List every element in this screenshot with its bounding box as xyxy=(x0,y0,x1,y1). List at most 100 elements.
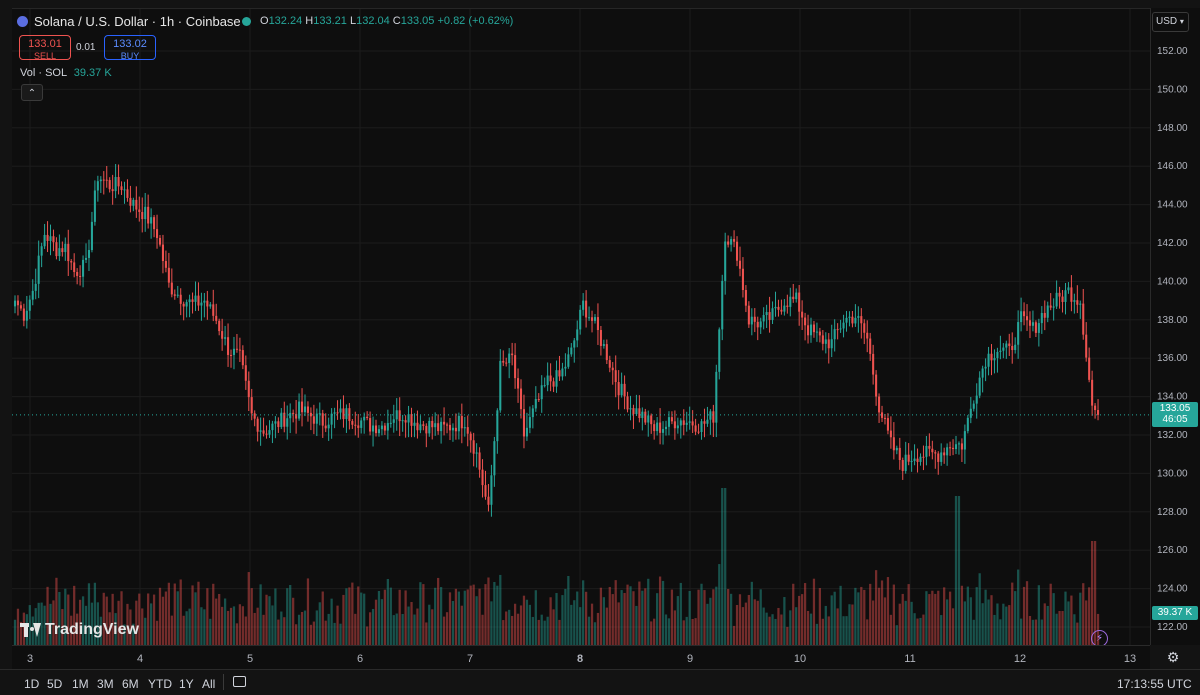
candle-body xyxy=(1017,322,1020,345)
volume-bar xyxy=(206,588,209,646)
candle-body xyxy=(348,408,351,422)
timeframe-1y[interactable]: 1Y xyxy=(179,677,194,691)
volume-bar xyxy=(194,592,197,646)
timeframe-5d[interactable]: 5D xyxy=(47,677,63,691)
candle-body xyxy=(644,411,647,423)
time-tick-label: 5 xyxy=(247,653,253,665)
candle-body xyxy=(158,237,162,245)
volume-bar xyxy=(931,590,934,646)
volume-bar xyxy=(401,613,404,646)
candle-body xyxy=(354,424,357,426)
volume-bar xyxy=(422,584,425,646)
candle-body xyxy=(114,177,117,192)
volume-bar xyxy=(780,614,783,646)
volume-bar xyxy=(508,609,511,646)
candle-body xyxy=(682,420,685,425)
volume-bar xyxy=(644,588,647,646)
candle-body xyxy=(25,310,28,321)
time-tick-label: 9 xyxy=(687,653,693,665)
candle-body xyxy=(339,408,342,413)
candle-body xyxy=(688,421,691,423)
volume-bar xyxy=(996,603,999,646)
price-axis[interactable]: 152.00 150.00 148.00 146.00 144.00 142.00 140.… xyxy=(1150,8,1200,645)
volume-bar xyxy=(277,619,280,646)
candle-body xyxy=(268,430,271,435)
timeframe-1m[interactable]: 1M xyxy=(72,677,89,691)
candle-body xyxy=(425,425,428,434)
volume-bar xyxy=(573,600,576,646)
chart-settings-button[interactable]: ⚙ xyxy=(1164,648,1182,666)
volume-bar xyxy=(256,607,259,646)
volume-bar xyxy=(869,583,872,646)
currency-select[interactable]: USD ▾ xyxy=(1152,12,1189,32)
volume-bar xyxy=(280,611,283,646)
candle-body xyxy=(886,418,889,431)
volume-bar xyxy=(40,602,43,646)
candle-body xyxy=(161,244,164,262)
timeframe-6m[interactable]: 6M xyxy=(122,677,139,691)
symbol-title[interactable]: Solana / U.S. Dollar · 1h · Coinbase xyxy=(34,14,241,29)
candle-body xyxy=(460,415,463,429)
candle-body xyxy=(650,415,653,425)
volume-bar xyxy=(229,607,233,646)
time-axis-ticks: 3 4 5 6 7 8 9 10 11 12 13 xyxy=(27,653,1136,665)
timeframe-1d[interactable]: 1D xyxy=(24,677,40,691)
time-axis[interactable]: 3 4 5 6 7 8 9 10 11 12 13 xyxy=(12,645,1150,670)
volume-bar xyxy=(135,600,138,646)
candle-body xyxy=(79,275,82,277)
volume-bar xyxy=(1034,619,1038,646)
candle-body xyxy=(596,317,599,331)
volume-bar xyxy=(576,591,579,646)
volume-bar xyxy=(641,590,644,646)
candle-body xyxy=(16,300,19,306)
chart-panel[interactable]: Solana / U.S. Dollar · 1h · Coinbase O13… xyxy=(12,8,1150,647)
volume-bar xyxy=(1037,585,1040,646)
candle-body xyxy=(82,259,85,277)
volume-bar xyxy=(144,617,147,646)
utc-clock[interactable]: 17:13:55 UTC xyxy=(1117,677,1192,691)
candle-body xyxy=(807,325,810,336)
candle-body xyxy=(188,299,191,303)
candle-body xyxy=(801,311,804,318)
collapse-legend-button[interactable]: ⌃ xyxy=(21,84,43,101)
candle-body xyxy=(40,246,43,256)
candle-body xyxy=(398,410,401,422)
volume-bar xyxy=(593,622,597,646)
timeframe-all[interactable]: All xyxy=(202,677,216,691)
volume-bar xyxy=(688,590,691,646)
candle-body xyxy=(590,317,594,321)
date-range-calendar-icon[interactable] xyxy=(233,676,246,687)
close-value: 133.05 xyxy=(400,15,435,27)
candle-body xyxy=(866,332,869,339)
volume-bar xyxy=(167,582,170,646)
candle-body xyxy=(90,221,93,251)
sell-price: 133.01 xyxy=(28,38,62,50)
candle-body xyxy=(919,456,922,462)
volume-bar xyxy=(28,605,31,646)
candlestick-chart[interactable] xyxy=(12,9,1150,646)
volume-bar xyxy=(516,613,520,646)
volume-bar xyxy=(679,582,682,646)
candle-body xyxy=(676,425,679,429)
candle-body xyxy=(351,421,354,425)
volume-bar xyxy=(235,623,239,646)
volume-bar xyxy=(1079,592,1082,646)
candle-body xyxy=(629,408,632,410)
volume-bar xyxy=(380,599,384,646)
volume-bar xyxy=(413,614,416,646)
volume-bar xyxy=(389,587,392,646)
candle-body xyxy=(437,423,440,432)
candle-body xyxy=(49,236,52,241)
timeframe-3m[interactable]: 3M xyxy=(97,677,114,691)
volume-bar xyxy=(513,603,517,646)
timeframe-ytd[interactable]: YTD xyxy=(148,677,172,691)
volume-bar xyxy=(70,615,73,646)
volume-bar xyxy=(534,590,537,646)
candle-body xyxy=(1046,305,1049,318)
candle-body xyxy=(975,395,978,404)
sell-button[interactable]: 133.01 SELL xyxy=(19,35,71,61)
buy-button[interactable]: 133.02 BUY xyxy=(104,35,156,61)
volume-bar xyxy=(874,570,878,646)
candle-body xyxy=(727,241,730,245)
volume-bar xyxy=(670,589,674,646)
